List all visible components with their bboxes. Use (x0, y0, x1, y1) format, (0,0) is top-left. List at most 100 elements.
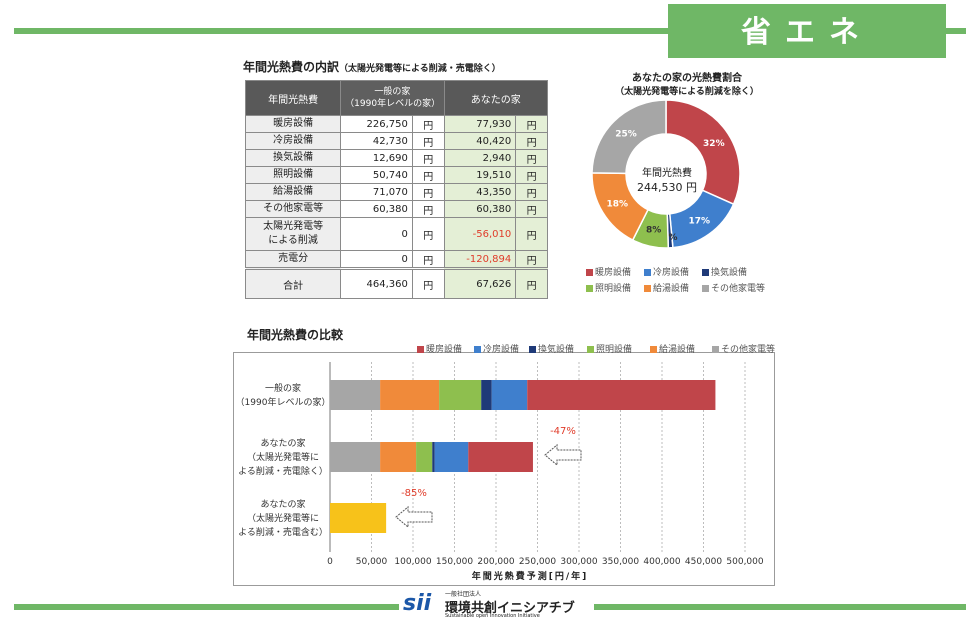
legend-label: 冷房設備 (653, 268, 690, 278)
table-row: 暖房設備 226,750 円 77,930 円 (244, 115, 548, 133)
yours-value: 2,940 (443, 149, 517, 167)
bar-title: 年間光熱費の比較 (247, 328, 344, 342)
table-row: 換気設備 12,690 円 2,940 円 (244, 149, 548, 167)
legend-label: 暖房設備 (595, 268, 632, 278)
yours-value: 60,380 (443, 200, 517, 218)
reduction-arrow (395, 505, 433, 529)
category-label: （1990年レベルの家） (236, 396, 331, 408)
legend-label: 照明設備 (595, 284, 632, 294)
table-row: 太陽光発電等 による削減 0 円 -56,010 円 (244, 217, 548, 251)
bar-legend-item: 暖房設備 (417, 342, 462, 355)
yours-unit: 円 (515, 115, 548, 133)
top-rule (14, 28, 966, 34)
col-item-header: 年間光熱費 (244, 80, 342, 116)
pie-legend-item: 照明設備 (586, 281, 631, 294)
pie-center-value: 244,530 円 (622, 179, 712, 195)
bar-legend-item: 冷房設備 (474, 342, 519, 355)
bottom-rule-right (594, 604, 966, 610)
bar-legend-item: 給湯設備 (650, 342, 695, 355)
pie-legend-item: 換気設備 (702, 265, 747, 278)
legend-swatch (587, 346, 594, 353)
reduction-arrow (544, 443, 582, 467)
legend-swatch (586, 269, 593, 276)
annotation-85: -85% (401, 488, 427, 499)
table-total-row: 合計 464,360 円 67,626 円 (244, 267, 548, 299)
bar-legend-item: 照明設備 (587, 342, 632, 355)
pie-legend-item: その他家電等 (702, 281, 765, 294)
row-label: 給湯設備 (244, 183, 342, 201)
row-label: 暖房設備 (244, 115, 342, 133)
col-yours-header: あなたの家 (443, 80, 549, 116)
legend-swatch (644, 285, 651, 292)
bottom-rule-left (14, 604, 399, 610)
bar-segment (468, 442, 533, 472)
bar-segment (432, 442, 435, 472)
legend-label: その他家電等 (711, 284, 766, 294)
pie-slice-label: 32% (703, 139, 725, 149)
total-general-unit: 円 (411, 267, 445, 299)
table-row: 冷房設備 42,730 円 40,420 円 (244, 132, 548, 150)
row-label: 太陽光発電等 による削減 (244, 217, 342, 251)
yours-unit: 円 (515, 200, 548, 218)
pie-slice-label: 8% (646, 226, 661, 236)
x-tick-label: 350,000 (602, 557, 639, 567)
x-tick-label: 0 (327, 557, 333, 567)
x-tick-label: 200,000 (477, 557, 514, 567)
legend-swatch (650, 346, 657, 353)
pie-legend-item: 給湯設備 (644, 281, 689, 294)
legend-swatch (644, 269, 651, 276)
legend-swatch (712, 346, 719, 353)
pie-slice (591, 99, 667, 175)
category-label: あなたの家 (260, 498, 305, 510)
pie-slice-label: 1% (662, 233, 677, 243)
category-label: （太陽光発電等に (247, 512, 319, 524)
legend-swatch (586, 285, 593, 292)
general-value: 0 (340, 217, 413, 251)
legend-label: 換気設備 (538, 345, 575, 355)
pie-slice (665, 99, 741, 206)
bar-segment (491, 380, 528, 410)
header-tag: 省エネ (668, 4, 946, 58)
annotation-47: -47% (550, 426, 576, 437)
bar-segment (380, 442, 417, 472)
x-tick-label: 50,000 (356, 557, 388, 567)
pie-slice-label: 25% (615, 129, 637, 139)
bar-segment (481, 380, 492, 410)
bar-segment (330, 442, 381, 472)
category-label: よる削減・売電含む） (238, 526, 328, 538)
bar-segment (416, 442, 433, 472)
total-general: 464,360 (340, 267, 413, 299)
total-label: 合計 (244, 267, 342, 299)
pie-center-label: 年間光熱費 (642, 168, 692, 179)
bar-segment (439, 380, 482, 410)
x-tick-label: 400,000 (643, 557, 680, 567)
x-tick-label: 100,000 (394, 557, 431, 567)
pie-legend-item: 冷房設備 (644, 265, 689, 278)
bar-xlabel: 年間光熱費予測[円/年] (471, 572, 589, 582)
legend-swatch (417, 346, 424, 353)
legend-label: その他家電等 (721, 345, 776, 355)
cost-table: 年間光熱費 一般の家 （1990年レベルの家） あなたの家 暖房設備 226,75… (244, 80, 549, 299)
bar-segment (330, 380, 381, 410)
bar-segment (380, 380, 440, 410)
legend-label: 給湯設備 (659, 345, 696, 355)
legend-swatch (702, 285, 709, 292)
col-general-header: 一般の家 （1990年レベルの家） (340, 80, 445, 116)
col-general-line1: 一般の家 (374, 87, 411, 97)
logo-mark: sii (403, 591, 432, 616)
bar-segment (434, 442, 469, 472)
legend-swatch (702, 269, 709, 276)
yours-unit: 円 (515, 149, 548, 167)
table-row: その他家電等 60,380 円 60,380 円 (244, 200, 548, 218)
logo-small: 一般社団法人 (445, 591, 482, 598)
table-title-note: （太陽光発電等による削減・売電除く） (339, 64, 501, 74)
bar-segment (527, 380, 716, 410)
table-title: 年間光熱費の内訳（太陽光発電等による削減・売電除く） (243, 58, 501, 75)
category-label: （太陽光発電等に (247, 451, 319, 463)
col-general-line2: （1990年レベルの家） (345, 99, 441, 109)
x-tick-label: 450,000 (685, 557, 722, 567)
yours-value: -120,894 (443, 250, 517, 269)
pie-legend-item: 暖房設備 (586, 265, 631, 278)
